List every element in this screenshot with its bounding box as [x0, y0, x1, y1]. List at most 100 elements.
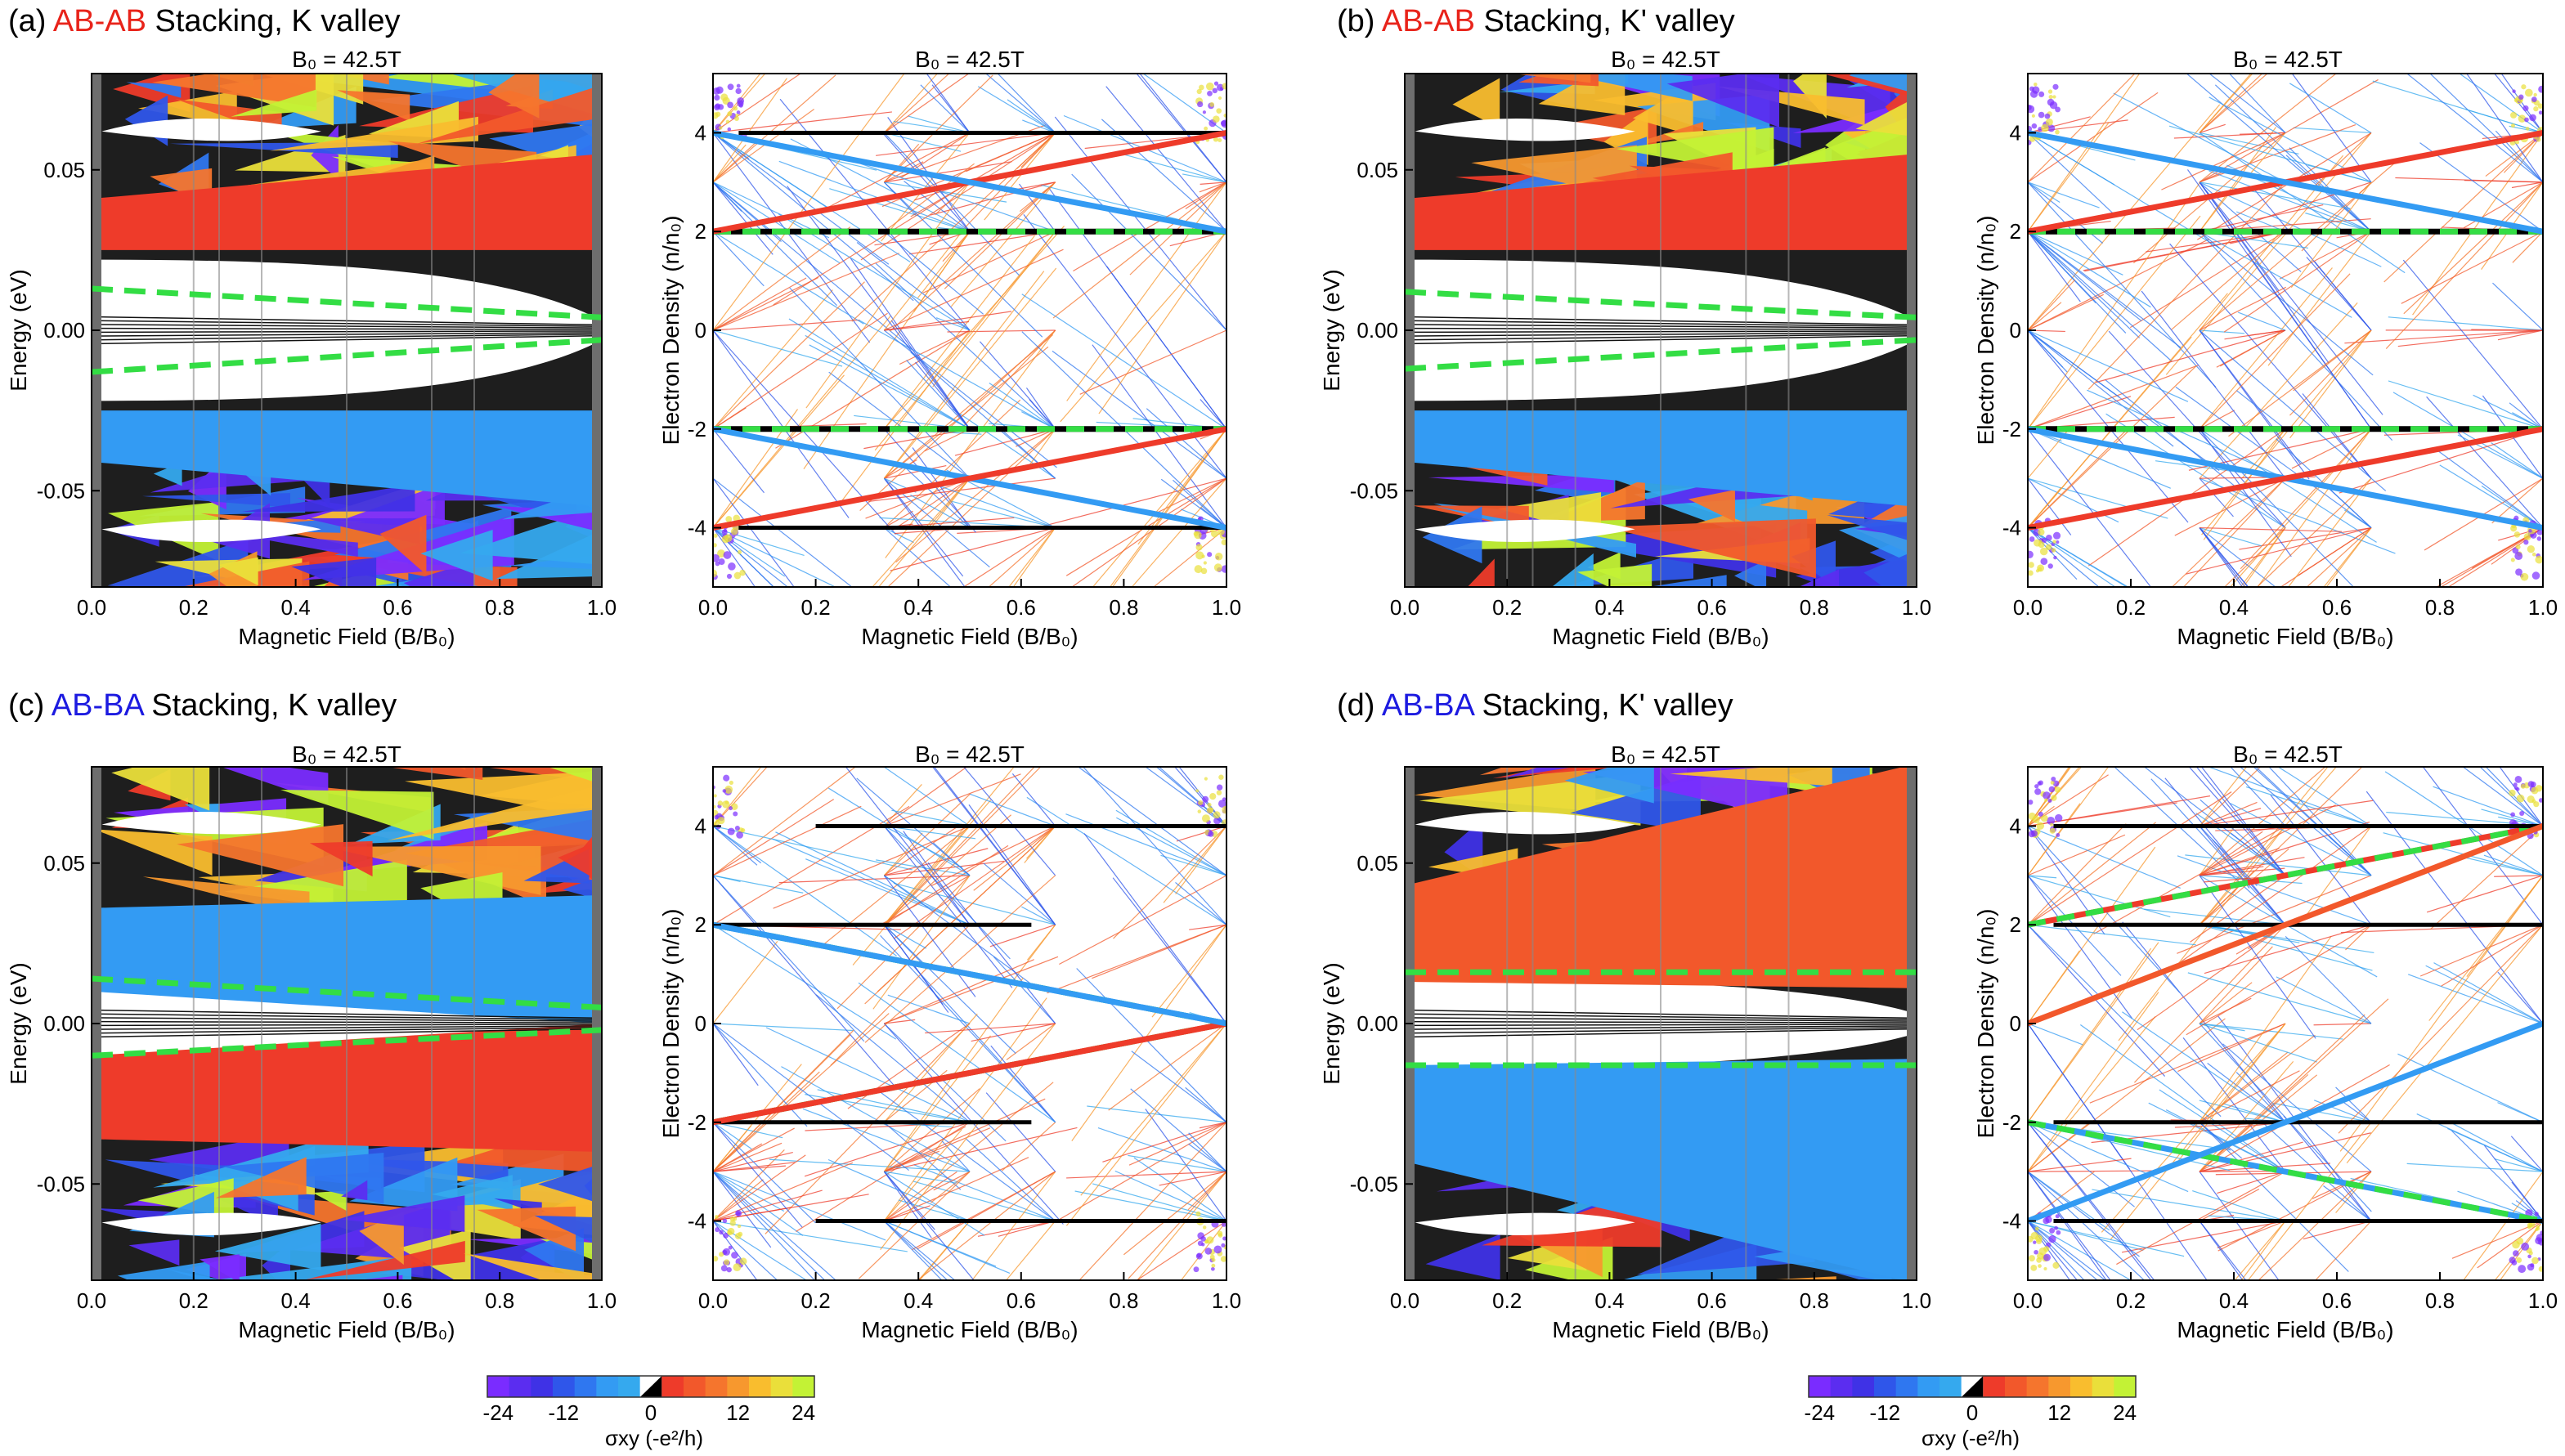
dense-level-dot	[2045, 544, 2052, 550]
wannier-fan-line	[977, 86, 1056, 133]
colorbar-right: -24 -12 0 12 24	[1805, 1375, 2137, 1425]
dense-level-dot	[1202, 1225, 1207, 1230]
panel-b-energy-xtick-label: 0.8	[1800, 595, 1829, 620]
wannier-fan-line	[2190, 875, 2286, 943]
dense-level-dot	[1196, 88, 1202, 95]
colorbar-tick-label: 0	[645, 1400, 657, 1425]
panel-c-density-ytick-label: 2	[695, 912, 706, 937]
dense-level-dot	[720, 1265, 728, 1272]
dense-level-dot	[1198, 800, 1204, 806]
dense-level-dot	[1199, 84, 1204, 91]
dense-level-dot	[741, 827, 746, 833]
wannier-fan-line	[815, 994, 971, 1123]
dense-level-dot	[2530, 1263, 2535, 1268]
wannier-fan-line	[2289, 329, 2372, 416]
dense-level-dot	[2036, 1238, 2043, 1244]
spectral-gap-wedge	[291, 558, 377, 587]
colorbar-swatch	[684, 1376, 706, 1397]
wannier-fan-line	[1182, 173, 1226, 183]
spectral-gap-wedge	[1551, 553, 1594, 587]
wannier-fan-line	[2199, 286, 2287, 331]
dense-level-dot	[2047, 89, 2053, 94]
spectral-gap-wedge	[309, 840, 373, 877]
dense-level-dot	[1203, 561, 1207, 565]
wannier-fan-line	[713, 74, 802, 133]
spectral-gap-wedge	[231, 89, 317, 117]
wannier-fan-line	[2401, 231, 2543, 304]
dense-level-dot	[723, 1232, 729, 1239]
wannier-fan-line	[1105, 266, 1226, 430]
wannier-fan-line	[1026, 796, 1226, 925]
wannier-fan-line	[2277, 767, 2372, 827]
wannier-fan-line	[876, 859, 971, 876]
wannier-fan-line	[713, 374, 845, 528]
panel-b-density-xlabel: Magnetic Field (B/B₀)	[2177, 624, 2393, 649]
spectral-gap-wedge	[471, 767, 478, 769]
dense-level-dot	[722, 789, 727, 793]
dense-level-dot	[2038, 1264, 2042, 1268]
wannier-fan-line	[713, 1023, 759, 1086]
wannier-fan-line	[2199, 848, 2289, 925]
wannier-fan-line	[2182, 477, 2286, 587]
wannier-fan-line	[2175, 386, 2372, 529]
wannier-fan-line	[2083, 231, 2286, 271]
wannier-fan-line	[884, 1171, 985, 1236]
wannier-fan-line	[713, 1127, 795, 1172]
wannier-fan-line	[2101, 1023, 2286, 1233]
wannier-fan-line	[2497, 1102, 2543, 1123]
wannier-fan-line	[2028, 104, 2221, 331]
wannier-fan-line	[2511, 181, 2543, 189]
wannier-fan-line	[2260, 1120, 2372, 1221]
wannier-fan-line	[1060, 231, 1226, 423]
dense-level-dot	[2029, 536, 2035, 542]
wannier-fan-line	[1054, 116, 1226, 331]
dense-level-dot	[2052, 540, 2056, 544]
wannier-fan-line	[1092, 924, 1226, 979]
dense-level-dot	[2527, 545, 2535, 553]
dense-level-dot	[2056, 833, 2061, 838]
wannier-fan-line	[2192, 1190, 2286, 1222]
wannier-fan-line	[2214, 84, 2372, 232]
wannier-fan-line	[713, 1171, 826, 1280]
dense-level-dot	[714, 94, 720, 101]
dense-level-dot	[727, 83, 734, 91]
panel-a-energy-ytick-label: 0.05	[43, 158, 85, 182]
dense-level-dot	[2521, 1242, 2530, 1251]
dense-level-dot	[723, 774, 730, 782]
wannier-fan-line	[1115, 809, 1226, 876]
wannier-fan-line	[892, 477, 971, 531]
wannier-fan-line	[2199, 329, 2245, 334]
wannier-fan-line	[1200, 181, 1226, 185]
dense-level-dot	[2030, 1264, 2038, 1271]
panel-c-density-ytick-label: 0	[695, 1011, 706, 1036]
wannier-fan-line	[950, 500, 1056, 529]
wannier-fan-line	[2491, 477, 2543, 524]
panel-b-energy-xtick-label: 0.0	[1390, 595, 1419, 620]
wannier-fan-line	[2223, 231, 2372, 333]
wannier-fan-line	[2314, 261, 2372, 331]
spectral-gap-wedge	[458, 767, 466, 771]
wannier-fan-line	[884, 1019, 916, 1024]
density-content	[2028, 74, 2543, 587]
colorbar-swatch	[1830, 1376, 1853, 1397]
spectral-gap-wedge	[341, 1195, 465, 1232]
wannier-fan-line	[1188, 1132, 1226, 1172]
dense-level-dot	[1211, 1257, 1216, 1262]
panel-c-energy-xtick-label: 0.4	[281, 1288, 311, 1313]
wannier-fan-line	[2028, 329, 2120, 398]
wannier-fan-line	[1026, 826, 1056, 859]
wannier-fan-line	[2199, 1034, 2316, 1123]
dense-level-dot	[1209, 793, 1217, 800]
wannier-fan-line	[713, 1189, 823, 1222]
dense-level-dot	[1213, 81, 1219, 86]
wannier-fan-line	[912, 1171, 1056, 1251]
wannier-fan-line	[713, 527, 756, 587]
wannier-fan-line	[2028, 1122, 2189, 1193]
spectral-gap-wedge	[494, 1198, 542, 1216]
hall-line	[713, 921, 1226, 1027]
dense-level-dot	[1217, 1230, 1223, 1237]
wannier-fan-line	[895, 428, 1056, 563]
dense-level-dot	[2535, 555, 2543, 564]
wannier-fan-line	[2113, 92, 2286, 183]
